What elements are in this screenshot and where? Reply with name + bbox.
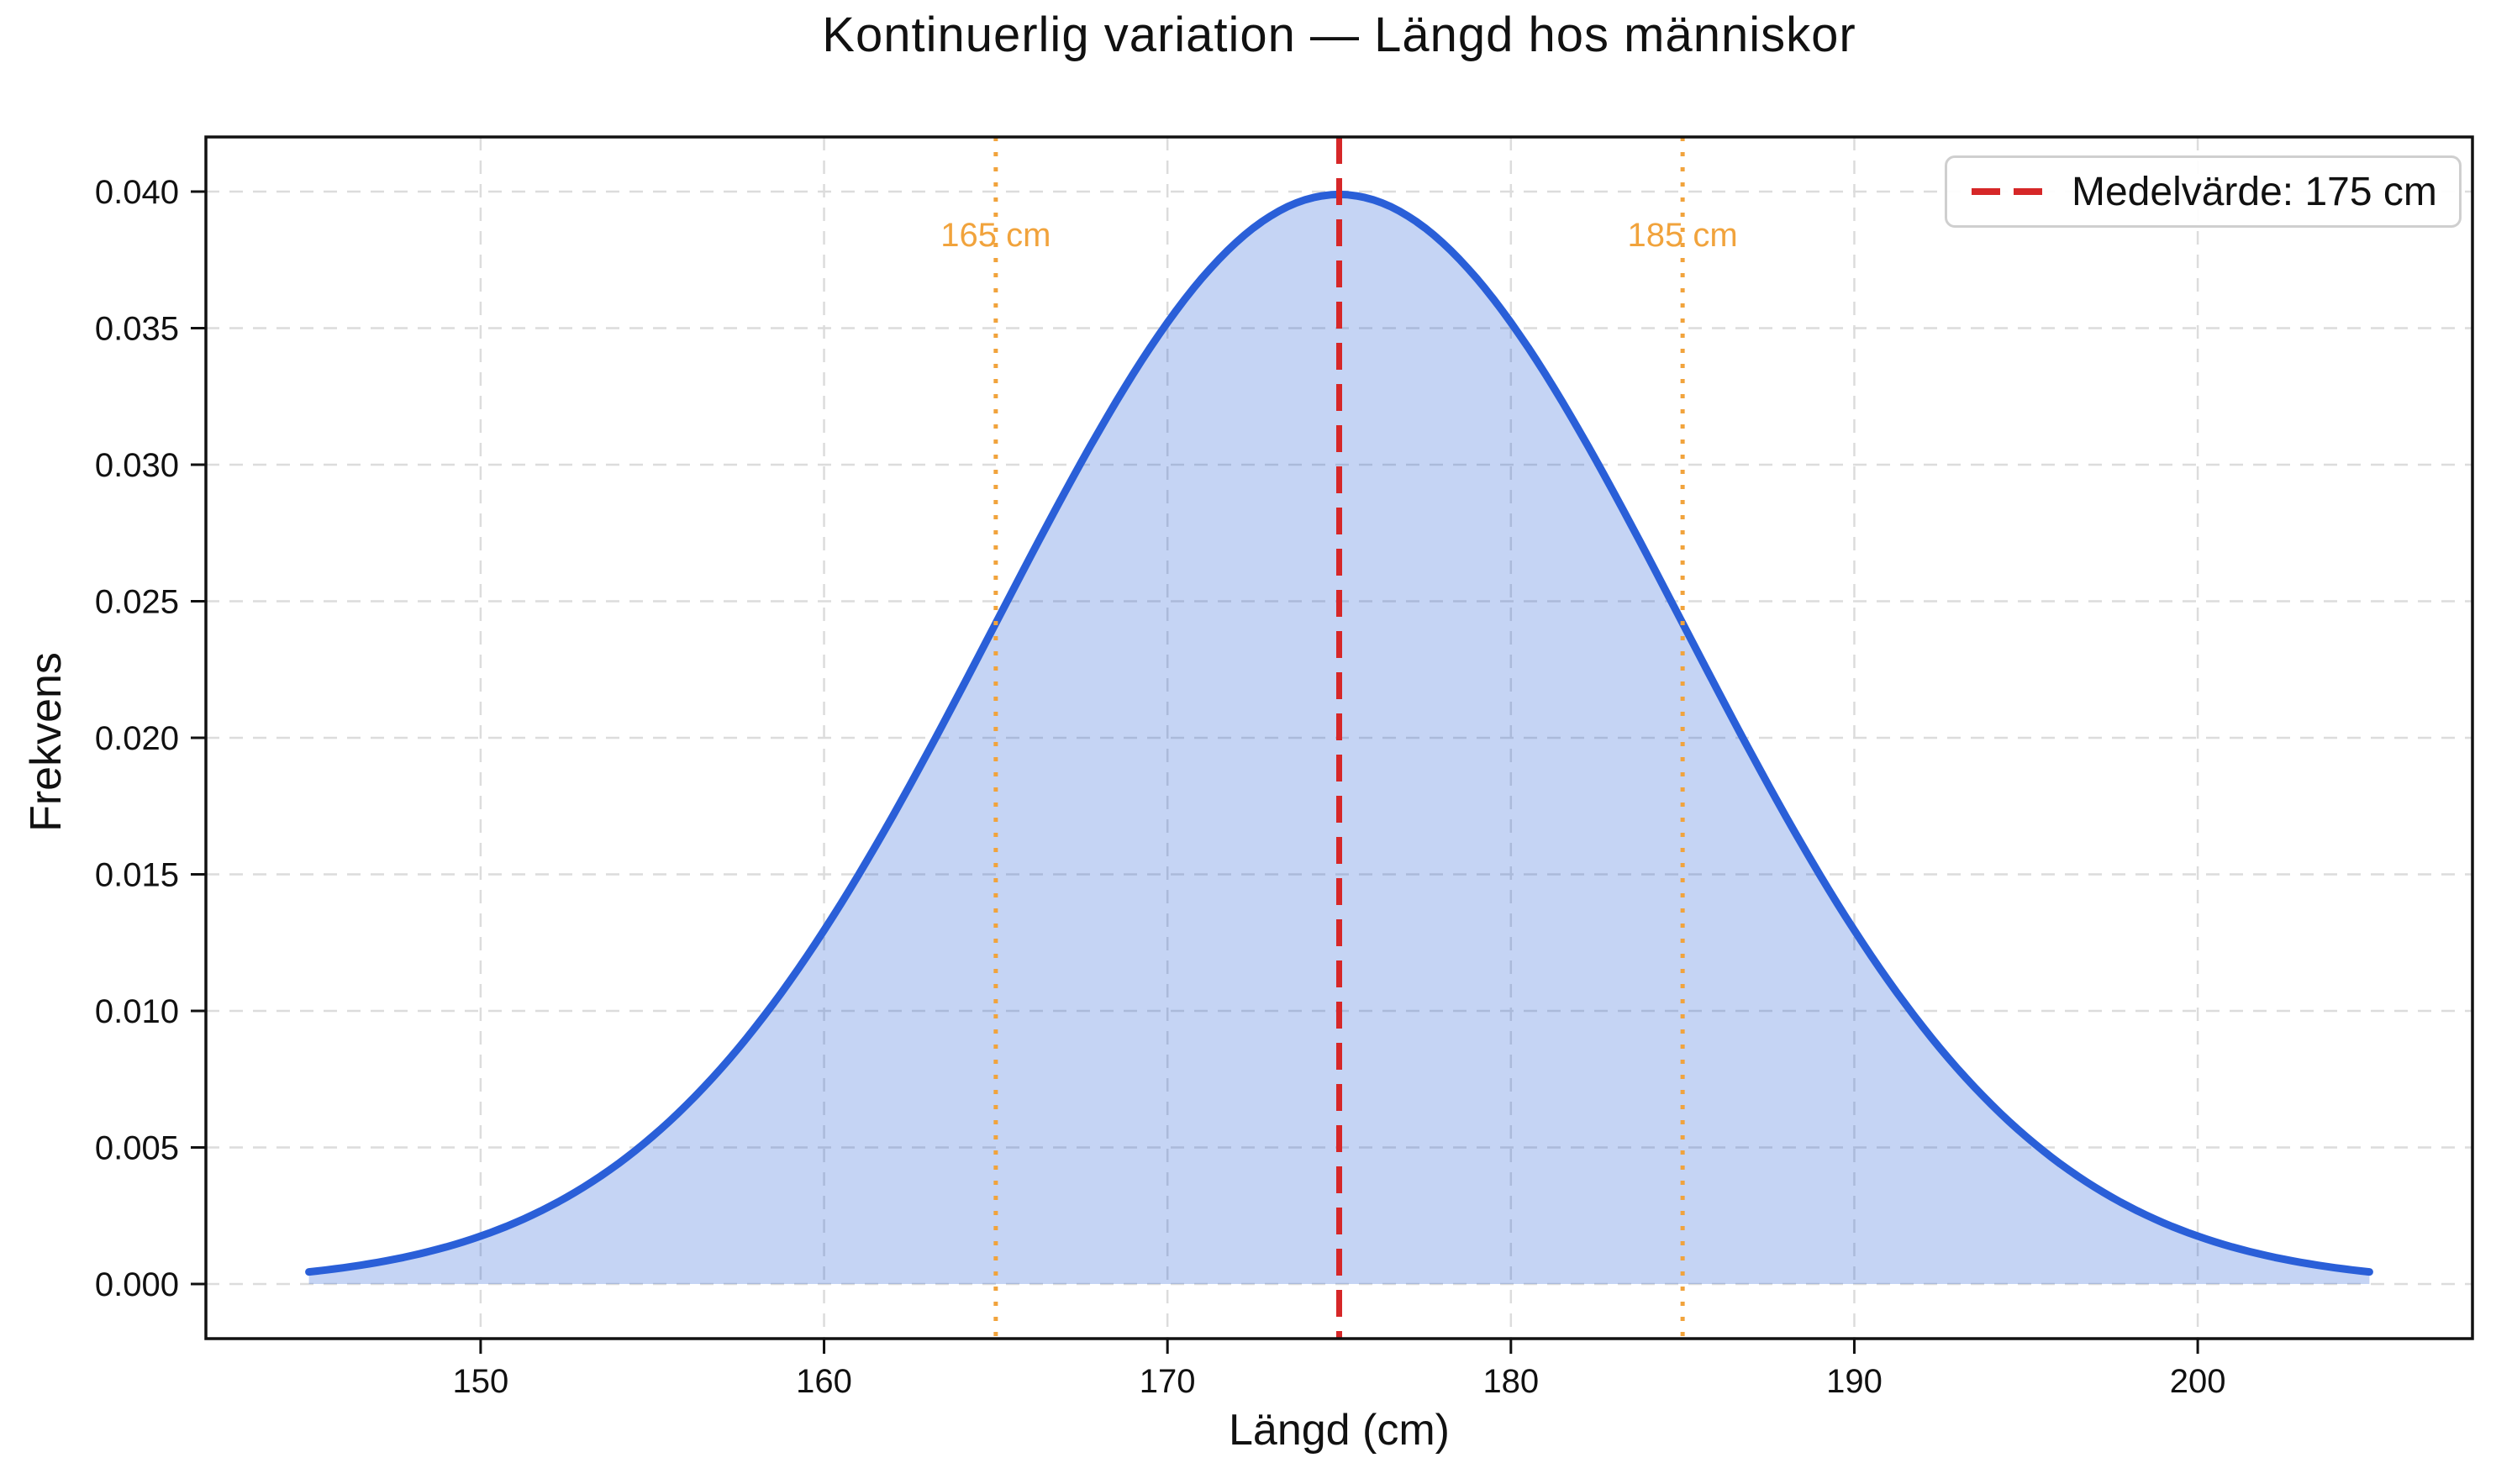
chart-title: Kontinuerlig variation — Längd hos männi… — [822, 8, 1856, 62]
x-tick-label: 160 — [796, 1363, 852, 1400]
legend-entry-label: Medelvärde: 175 cm — [2072, 169, 2437, 214]
legend-mean-line-sample — [1972, 188, 2047, 195]
y-tick-label: 0.020 — [95, 720, 179, 757]
x-tick-label: 180 — [1482, 1363, 1539, 1400]
legend: Medelvärde: 175 cm — [1945, 155, 2462, 228]
y-tick-label: 0.040 — [95, 174, 179, 211]
y-axis-label: Frekvens — [22, 652, 71, 832]
y-tick-label: 0.005 — [95, 1130, 179, 1167]
y-tick-label: 0.025 — [95, 584, 179, 621]
y-tick-label: 0.010 — [95, 993, 179, 1030]
x-tick-label: 170 — [1140, 1363, 1196, 1400]
annotation-label: 185 cm — [1627, 217, 1738, 254]
x-tick-label: 200 — [2170, 1363, 2226, 1400]
y-tick-label: 0.035 — [95, 311, 179, 348]
y-tick-label: 0.030 — [95, 447, 179, 484]
annotation-label: 165 cm — [940, 217, 1051, 254]
x-tick-label: 150 — [453, 1363, 509, 1400]
y-tick-label: 0.015 — [95, 857, 179, 894]
y-tick-label: 0.000 — [95, 1266, 179, 1303]
x-tick-label: 190 — [1826, 1363, 1883, 1400]
x-axis-label: Längd (cm) — [1229, 1406, 1450, 1455]
